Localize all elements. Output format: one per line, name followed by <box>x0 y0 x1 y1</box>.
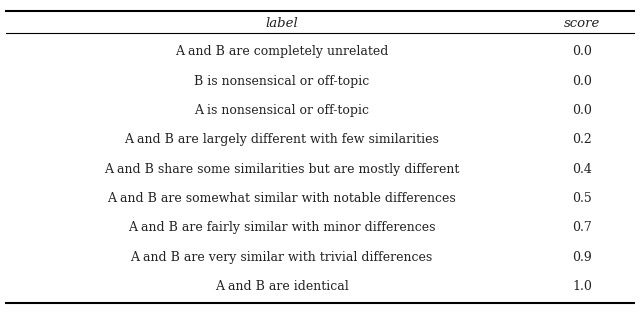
Text: A and B are fairly similar with minor differences: A and B are fairly similar with minor di… <box>128 221 435 234</box>
Text: A is nonsensical or off-topic: A is nonsensical or off-topic <box>194 104 369 117</box>
Text: A and B are completely unrelated: A and B are completely unrelated <box>175 45 388 59</box>
Text: label: label <box>265 17 298 30</box>
Text: 0.0: 0.0 <box>572 45 593 59</box>
Text: 0.0: 0.0 <box>572 104 593 117</box>
Text: 0.4: 0.4 <box>572 163 593 176</box>
Text: 1.0: 1.0 <box>572 280 593 293</box>
Text: B is nonsensical or off-topic: B is nonsensical or off-topic <box>194 75 369 88</box>
Text: A and B are very similar with trivial differences: A and B are very similar with trivial di… <box>131 250 433 264</box>
Text: score: score <box>564 17 600 30</box>
Text: A and B share some similarities but are mostly different: A and B share some similarities but are … <box>104 163 460 176</box>
Text: A and B are largely different with few similarities: A and B are largely different with few s… <box>124 133 439 146</box>
Text: 0.9: 0.9 <box>573 250 592 264</box>
Text: 0.7: 0.7 <box>573 221 592 234</box>
Text: 0.0: 0.0 <box>572 75 593 88</box>
Text: A and B are somewhat similar with notable differences: A and B are somewhat similar with notabl… <box>108 192 456 205</box>
Text: 0.5: 0.5 <box>573 192 592 205</box>
Text: 0.2: 0.2 <box>573 133 592 146</box>
Text: A and B are identical: A and B are identical <box>215 280 348 293</box>
